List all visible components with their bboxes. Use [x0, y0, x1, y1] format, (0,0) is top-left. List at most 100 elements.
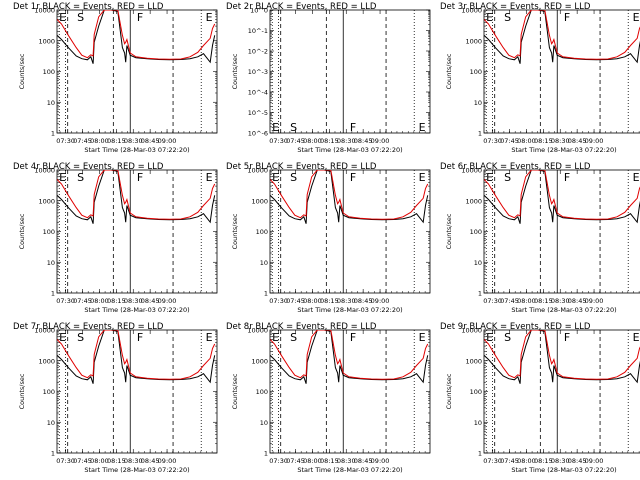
x-axis-label: Start Time (28-Mar-03 07:22:20): [84, 146, 189, 154]
phase-marker-label: E: [486, 331, 493, 344]
phase-marker-label: F: [350, 121, 356, 134]
x-tick-label: 07:45: [500, 297, 519, 305]
x-tick-label: 09:00: [371, 457, 390, 465]
y-tick-label: 1000: [251, 357, 268, 365]
panel-title: Det 1r BLACK = Events, RED = LLD: [13, 2, 164, 12]
x-tick-label: 08:45: [141, 137, 160, 145]
x-tick-label: 08:45: [354, 297, 373, 305]
panel-title: Det 8r BLACK = Events, RED = LLD: [226, 322, 377, 332]
x-tick-label: 08:45: [568, 137, 587, 145]
x-tick-label: 08:30: [551, 137, 570, 145]
x-tick-label: 08:45: [568, 457, 587, 465]
y-tick-label: 100: [470, 388, 482, 396]
y-tick-label: 10^-3: [248, 68, 268, 76]
lld-series: [484, 330, 640, 380]
x-axis-label: Start Time (28-Mar-03 07:22:20): [297, 146, 402, 154]
y-tick-label: 1000: [465, 357, 482, 365]
x-tick-label: 07:45: [286, 137, 305, 145]
y-tick-label: 1000: [465, 37, 482, 45]
y-tick-label: 100: [256, 388, 268, 396]
y-tick-label: 100: [256, 228, 268, 236]
y-axis-label: Counts/sec: [231, 213, 239, 249]
x-axis-label: Start Time (28-Mar-03 07:22:20): [511, 146, 616, 154]
x-tick-label: 07:30: [483, 137, 502, 145]
x-tick-label: 08:00: [517, 457, 536, 465]
phase-marker-label: F: [564, 331, 570, 344]
x-tick-label: 07:45: [500, 457, 519, 465]
x-tick-label: 09:00: [371, 297, 390, 305]
y-axis-label: Counts/sec: [445, 213, 453, 249]
panel-det-2: Det 2r BLACK = Events, RED = LLD 10^-6 10^…: [226, 2, 431, 154]
phase-marker-label: E: [272, 331, 279, 344]
x-tick-label: 08:45: [568, 297, 587, 305]
x-tick-label: 07:30: [56, 457, 75, 465]
y-tick-label: 10^-1: [248, 27, 268, 35]
y-axis-label: Counts/sec: [445, 53, 453, 89]
x-tick-label: 08:15: [320, 457, 339, 465]
x-tick-label: 09:00: [158, 137, 177, 145]
x-tick-label: 08:45: [354, 457, 373, 465]
x-axis-label: Start Time (28-Mar-03 07:22:20): [84, 306, 189, 314]
x-tick-label: 09:00: [371, 137, 390, 145]
x-tick-label: 07:45: [286, 457, 305, 465]
series-group: [57, 170, 216, 224]
x-tick-label: 08:00: [517, 137, 536, 145]
x-tick-label: 07:45: [73, 297, 92, 305]
y-axis-label: Counts/sec: [231, 373, 239, 409]
x-tick-label: 08:00: [517, 297, 536, 305]
phase-marker-label: E: [272, 121, 279, 134]
y-tick-label: 10000: [461, 167, 482, 175]
y-tick-label: 100: [43, 228, 55, 236]
x-tick-label: 08:00: [303, 297, 322, 305]
x-tick-label: 08:30: [124, 137, 143, 145]
y-tick-label: 1: [478, 130, 482, 138]
y-tick-label: 10^-4: [248, 89, 268, 97]
phase-marker-label: F: [137, 11, 143, 24]
x-tick-label: 08:00: [90, 297, 109, 305]
lld-series: [270, 330, 429, 380]
x-tick-label: 08:00: [90, 457, 109, 465]
x-tick-label: 08:15: [107, 457, 126, 465]
events-series: [57, 170, 216, 224]
x-tick-label: 08:30: [337, 457, 356, 465]
events-series: [270, 330, 429, 384]
x-tick-label: 08:30: [124, 457, 143, 465]
x-tick-label: 08:30: [551, 297, 570, 305]
y-tick-label: 10: [474, 259, 482, 267]
phase-marker-label: S: [290, 171, 297, 184]
events-series: [57, 330, 216, 384]
y-tick-label: 1: [51, 130, 55, 138]
phase-marker-label: S: [504, 331, 511, 344]
phase-marker-label: E: [486, 171, 493, 184]
panel-det-8: Det 8r BLACK = Events, RED = LLD 1 10 100 10…: [226, 322, 431, 474]
phase-marker-label: F: [350, 171, 356, 184]
phase-marker-label: E: [419, 171, 426, 184]
x-tick-label: 08:15: [107, 297, 126, 305]
events-series: [57, 10, 216, 64]
events-series: [484, 330, 640, 384]
phase-marker-label: S: [77, 331, 84, 344]
phase-marker-label: S: [77, 171, 84, 184]
x-tick-label: 08:15: [320, 297, 339, 305]
panel-det-7: Det 7r BLACK = Events, RED = LLD 1 10 100 10…: [13, 322, 218, 474]
y-tick-label: 10^-2: [248, 48, 268, 56]
phase-marker-label: F: [564, 11, 570, 24]
x-axis-label: Start Time (28-Mar-03 07:22:20): [297, 306, 402, 314]
y-tick-label: 10000: [461, 7, 482, 15]
x-axis-label: Start Time (28-Mar-03 07:22:20): [511, 306, 616, 314]
x-tick-label: 08:15: [534, 457, 553, 465]
phase-marker-label: S: [504, 171, 511, 184]
x-tick-label: 09:00: [158, 297, 177, 305]
x-tick-label: 09:00: [585, 137, 604, 145]
y-tick-label: 10000: [247, 167, 268, 175]
panel-det-9: Det 9r BLACK = Events, RED = LLD 1 10 100 10…: [440, 322, 640, 474]
y-axis-label: Counts/sec: [231, 53, 239, 89]
y-tick-label: 1000: [38, 37, 55, 45]
x-tick-label: 07:30: [56, 137, 75, 145]
y-tick-label: 10: [47, 259, 55, 267]
x-tick-label: 07:30: [483, 297, 502, 305]
series-group: [57, 330, 216, 384]
phase-marker-label: E: [486, 11, 493, 24]
y-tick-label: 10: [474, 99, 482, 107]
lld-series: [484, 10, 640, 60]
